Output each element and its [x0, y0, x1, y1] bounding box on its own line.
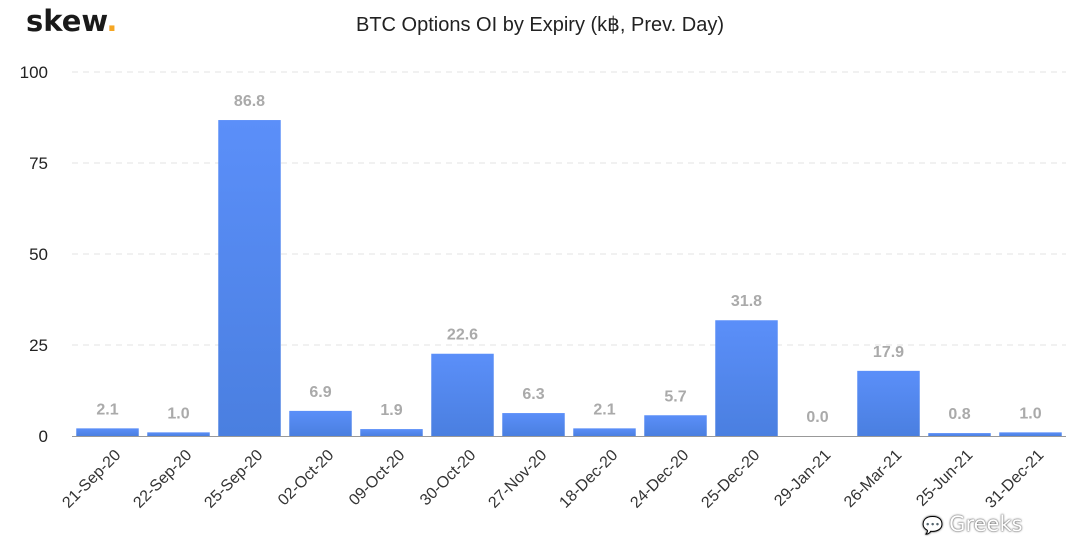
- bars: [76, 120, 1062, 436]
- x-tick-label: 25-Dec-20: [698, 447, 763, 512]
- bar: [289, 410, 352, 436]
- x-tick-label: 27-Nov-20: [485, 447, 550, 512]
- bar: [573, 428, 636, 436]
- data-label: 6.9: [309, 384, 331, 401]
- data-label: 1.0: [1019, 405, 1041, 422]
- wechat-icon: 💬: [922, 516, 944, 536]
- data-label: 31.8: [731, 293, 762, 310]
- bar: [644, 415, 707, 436]
- x-axis-ticks: 21-Sep-20 22-Sep-20 25-Sep-20 02-Oct-20 09-O…: [59, 447, 1047, 512]
- bar: [360, 429, 423, 436]
- bar: [147, 432, 210, 436]
- data-label: 17.9: [873, 344, 904, 361]
- watermark-text: Greeks: [949, 512, 1023, 536]
- data-label: 22.6: [447, 327, 478, 344]
- x-tick-label: 25-Sep-20: [201, 447, 266, 512]
- brand-dot: .: [106, 4, 118, 38]
- data-label: 1.9: [380, 402, 402, 419]
- x-tick-label: 02-Oct-20: [275, 447, 337, 509]
- data-label: 86.8: [234, 93, 265, 110]
- x-tick-label: 25-Jun-21: [913, 447, 976, 510]
- data-label: 2.1: [593, 401, 615, 418]
- watermark: 💬 Greeks: [922, 512, 1023, 536]
- data-labels: 2.1 1.0 86.8 6.9 1.9 22.6 6.3 2.1 5.7 31.8 0.0 17.9…: [96, 93, 1041, 426]
- x-tick-label: 09-Oct-20: [346, 447, 408, 509]
- data-label: 5.7: [664, 388, 686, 405]
- x-tick-label: 26-Mar-21: [841, 447, 905, 511]
- bar: [502, 413, 565, 436]
- bar: [431, 353, 494, 436]
- x-tick-label: 18-Dec-20: [556, 447, 621, 512]
- bar: [218, 120, 281, 436]
- bar: [857, 370, 920, 436]
- y-tick-label: 50: [29, 245, 48, 264]
- data-label: 2.1: [96, 401, 118, 418]
- data-label: 0.0: [806, 409, 828, 426]
- x-tick-label: 29-Jan-21: [771, 447, 834, 510]
- chart-title: BTC Options OI by Expiry (k฿, Prev. Day): [356, 14, 724, 36]
- y-tick-label: 75: [29, 154, 48, 173]
- x-tick-label: 22-Sep-20: [130, 447, 195, 512]
- x-tick-label: 21-Sep-20: [59, 447, 124, 512]
- data-label: 1.0: [167, 405, 189, 422]
- bar: [928, 433, 991, 436]
- x-tick-label: 31-Dec-21: [982, 447, 1047, 512]
- skew-logo: skew.: [26, 4, 117, 38]
- y-tick-label: 25: [29, 336, 48, 355]
- y-tick-label: 100: [20, 63, 48, 82]
- brand-name: skew: [26, 4, 107, 38]
- bar: [999, 432, 1062, 436]
- x-tick-label: 30-Oct-20: [417, 447, 479, 509]
- bar: [76, 428, 139, 436]
- bar: [715, 320, 778, 436]
- data-label: 6.3: [522, 386, 544, 403]
- y-axis-ticks: 0 25 50 75 100: [20, 63, 48, 446]
- data-label: 0.8: [948, 406, 970, 423]
- y-tick-label: 0: [39, 427, 48, 446]
- x-tick-label: 24-Dec-20: [627, 447, 692, 512]
